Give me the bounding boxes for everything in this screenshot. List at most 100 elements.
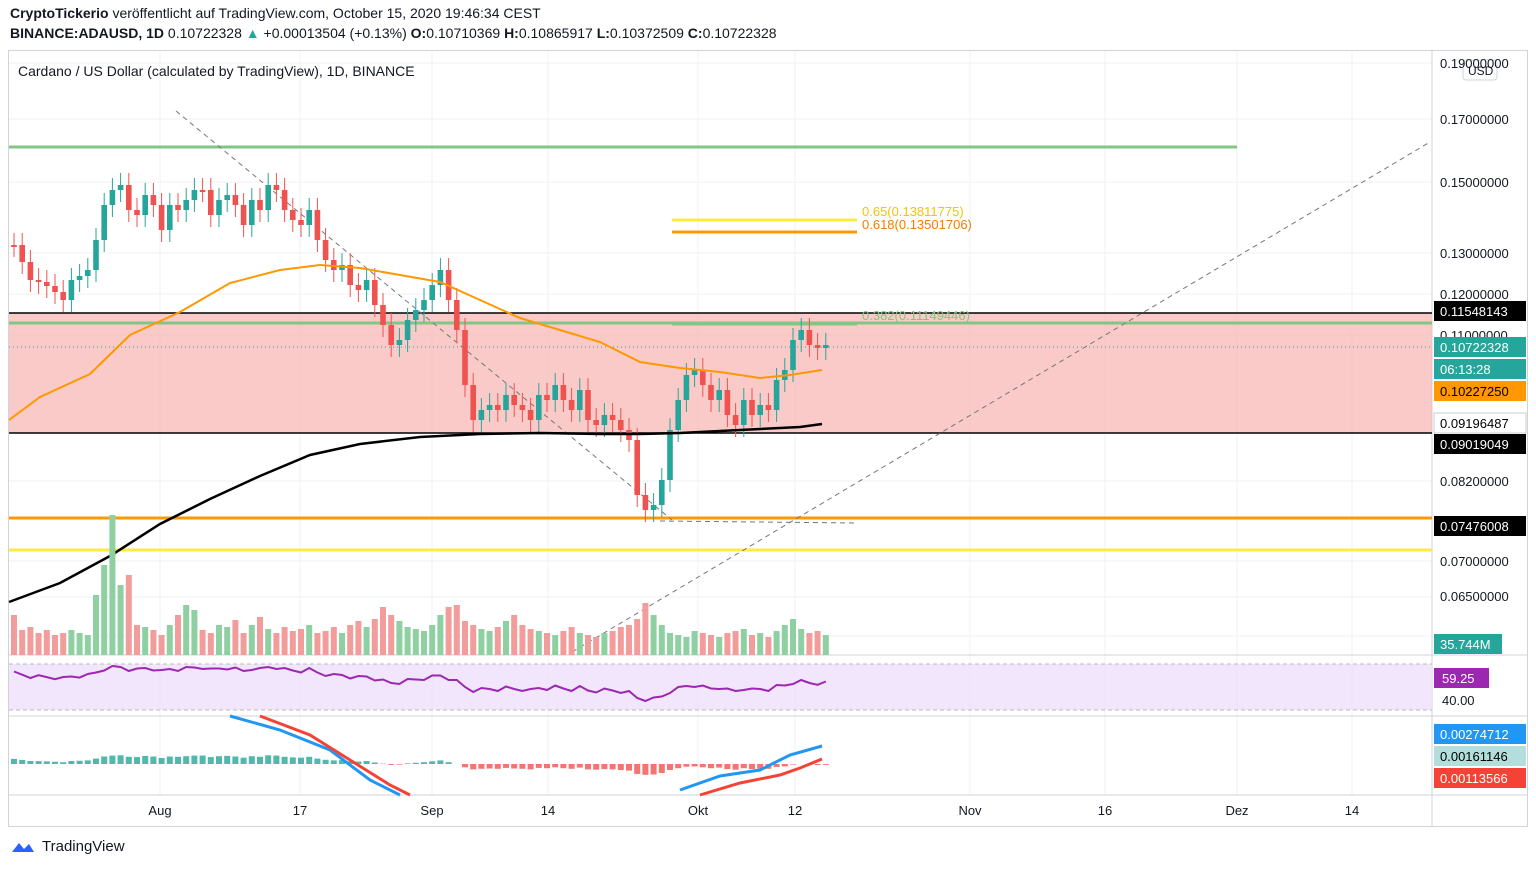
macd-histogram-bar xyxy=(175,756,181,764)
candle-body xyxy=(634,440,640,495)
volume-bar xyxy=(822,635,829,655)
candle-body xyxy=(224,195,230,200)
macd-histogram-bar xyxy=(330,760,337,764)
candle-body xyxy=(700,370,706,385)
candle-body xyxy=(609,415,616,420)
candle-body xyxy=(19,245,25,262)
candle-body xyxy=(44,282,50,286)
candle-body xyxy=(68,280,75,300)
candle-body xyxy=(208,190,214,215)
volume-bar xyxy=(519,625,526,655)
volume-bar xyxy=(314,633,321,655)
macd-histogram-bar xyxy=(355,761,362,764)
candle-body xyxy=(552,385,558,400)
candle-body xyxy=(257,200,263,210)
bottom-dashed-line xyxy=(659,520,858,524)
macd-histogram-bar xyxy=(150,756,157,764)
candle-body xyxy=(593,420,599,425)
candle-body xyxy=(675,400,681,430)
y-tick-label: 0.13000000 xyxy=(1440,246,1509,261)
macd-value-label: 0.00274712 xyxy=(1440,727,1509,742)
tradingview-brand[interactable]: TradingView xyxy=(10,838,125,855)
author[interactable]: CryptoTickerio xyxy=(10,5,109,21)
volume-label-bg xyxy=(1434,634,1502,654)
candle-body xyxy=(199,190,206,192)
volume-bar xyxy=(125,575,132,655)
macd-histogram-bar xyxy=(339,760,345,764)
candle-body xyxy=(790,340,796,370)
ma50-line xyxy=(8,263,823,421)
macd-histogram-bar xyxy=(142,755,149,764)
macd-histogram-bar xyxy=(724,764,731,770)
volume-bar xyxy=(19,630,26,655)
candle-body xyxy=(511,395,517,405)
volume-bar xyxy=(511,615,518,655)
price-label-bg xyxy=(1433,412,1527,434)
candle-body xyxy=(93,240,99,270)
tradingview-logo-icon xyxy=(12,842,34,852)
symbol: BINANCE:ADAUSD, 1D xyxy=(10,25,165,41)
price-label: 0.09196487 xyxy=(1440,416,1509,431)
candle-body xyxy=(749,400,755,415)
candle-body xyxy=(724,390,731,415)
macd-histogram-bar xyxy=(68,761,75,764)
volume-bar xyxy=(330,627,337,655)
macd-histogram-bar xyxy=(60,762,67,764)
candle-body xyxy=(503,395,509,410)
volume-bar xyxy=(716,637,723,655)
candle-body xyxy=(421,300,427,310)
candle-body xyxy=(413,310,419,320)
price-label-bg xyxy=(1434,301,1526,321)
macd-histogram-bar xyxy=(11,758,17,764)
y-tick-label: 0.06500000 xyxy=(1440,589,1509,604)
candle-body xyxy=(691,370,698,375)
volume-bar xyxy=(404,627,411,655)
candle-body xyxy=(347,265,353,285)
macd-histogram-bar xyxy=(437,760,444,764)
volume-bar xyxy=(617,627,624,655)
macd-histogram-bar xyxy=(125,756,132,764)
volume-bar xyxy=(683,637,690,655)
candle-body xyxy=(314,210,321,240)
candle-body xyxy=(265,185,271,210)
volume-bar xyxy=(93,595,99,655)
price-label-bg xyxy=(1434,434,1526,454)
signal-line xyxy=(699,757,823,797)
x-tick-label: 16 xyxy=(1098,803,1112,818)
volume-bar xyxy=(101,565,108,655)
volume-bar xyxy=(740,629,747,655)
candle-body xyxy=(35,280,42,282)
candle-body xyxy=(404,320,411,340)
y-tick-label: 0.19000000 xyxy=(1440,56,1509,71)
macd-histogram-bar xyxy=(273,755,280,764)
macd-histogram-bar xyxy=(216,756,222,764)
candle-body xyxy=(601,415,608,425)
volume-bar xyxy=(134,625,140,655)
macd-histogram-bar xyxy=(76,760,83,764)
macd-histogram-bar xyxy=(207,757,214,764)
candle-body xyxy=(806,330,813,345)
volume-bar xyxy=(27,627,34,655)
candle-body xyxy=(585,390,591,420)
published-text: veröffentlicht auf TradingView.com, Octo… xyxy=(112,5,541,21)
x-tick-label: 12 xyxy=(788,803,802,818)
macd-histogram-bar xyxy=(773,764,780,767)
candle-body xyxy=(150,195,157,205)
volume-bar xyxy=(568,627,575,655)
volume-bar xyxy=(76,633,83,655)
candle-body xyxy=(577,390,583,410)
candle-body xyxy=(101,205,107,240)
chart-frame xyxy=(8,50,1528,827)
macd-histogram-bar xyxy=(52,761,58,764)
candle-body xyxy=(232,195,239,205)
signal-value-label: 0.00113566 xyxy=(1440,771,1508,786)
macd-histogram-bar xyxy=(158,758,165,764)
macd-histogram-bar xyxy=(732,764,739,770)
macd-histogram-bar xyxy=(503,764,509,768)
price-label: 0.10722328 xyxy=(1440,340,1509,355)
volume-bar xyxy=(691,631,698,655)
macd-histogram-bar xyxy=(822,764,829,765)
macd-histogram-bar xyxy=(642,764,649,775)
macd-histogram-bar xyxy=(322,759,329,764)
